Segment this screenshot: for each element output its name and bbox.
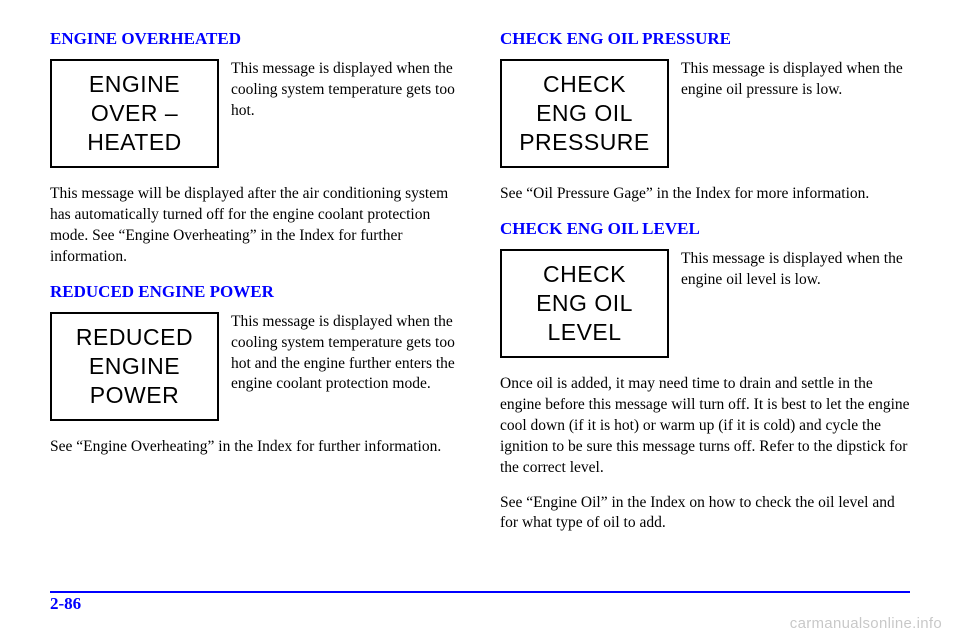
- side-text: This message is displayed when the cooli…: [231, 59, 460, 168]
- dashbox-line: ENGINE: [89, 352, 180, 381]
- block-check-oil-pressure: CHECK ENG OIL PRESSURE This message is d…: [500, 59, 910, 168]
- dashbox-line: ENG OIL: [536, 99, 633, 128]
- body-text: This message will be displayed after the…: [50, 184, 460, 268]
- dashbox-line: HEATED: [87, 128, 182, 157]
- dashbox-check-oil-pressure: CHECK ENG OIL PRESSURE: [500, 59, 669, 168]
- dashbox-reduced-engine-power: REDUCED ENGINE POWER: [50, 312, 219, 421]
- dashbox-line: PRESSURE: [519, 128, 650, 157]
- dashbox-engine-overheated: ENGINE OVER – HEATED: [50, 59, 219, 168]
- dashbox-line: ENGINE: [89, 70, 180, 99]
- dashbox-line: LEVEL: [547, 318, 621, 347]
- page-number: 2-86: [50, 594, 81, 613]
- side-text: This message is displayed when the cooli…: [231, 312, 460, 421]
- heading-reduced-engine-power: REDUCED ENGINE POWER: [50, 282, 460, 302]
- body-text: See “Oil Pressure Gage” in the Index for…: [500, 184, 910, 205]
- block-check-oil-level: CHECK ENG OIL LEVEL This message is disp…: [500, 249, 910, 358]
- heading-engine-overheated: ENGINE OVERHEATED: [50, 29, 460, 49]
- heading-check-oil-level: CHECK ENG OIL LEVEL: [500, 219, 910, 239]
- watermark: carmanualsonline.info: [790, 615, 942, 632]
- block-reduced-engine-power: REDUCED ENGINE POWER This message is dis…: [50, 312, 460, 421]
- body-text: Once oil is added, it may need time to d…: [500, 374, 910, 479]
- page-content: ENGINE OVERHEATED ENGINE OVER – HEATED T…: [0, 0, 960, 544]
- dashbox-line: CHECK: [543, 70, 626, 99]
- dashbox-line: ENG OIL: [536, 289, 633, 318]
- side-text: This message is displayed when the engin…: [681, 59, 910, 168]
- page-footer: 2-86: [50, 591, 910, 615]
- dashbox-line: REDUCED: [76, 323, 193, 352]
- dashbox-line: CHECK: [543, 260, 626, 289]
- dashbox-check-oil-level: CHECK ENG OIL LEVEL: [500, 249, 669, 358]
- dashbox-line: OVER –: [91, 99, 178, 128]
- body-text: See “Engine Oil” in the Index on how to …: [500, 493, 910, 535]
- left-column: ENGINE OVERHEATED ENGINE OVER – HEATED T…: [50, 25, 460, 544]
- body-text: See “Engine Overheating” in the Index fo…: [50, 437, 460, 458]
- side-text: This message is displayed when the engin…: [681, 249, 910, 358]
- right-column: CHECK ENG OIL PRESSURE CHECK ENG OIL PRE…: [500, 25, 910, 544]
- block-engine-overheated: ENGINE OVER – HEATED This message is dis…: [50, 59, 460, 168]
- dashbox-line: POWER: [90, 381, 179, 410]
- heading-check-oil-pressure: CHECK ENG OIL PRESSURE: [500, 29, 910, 49]
